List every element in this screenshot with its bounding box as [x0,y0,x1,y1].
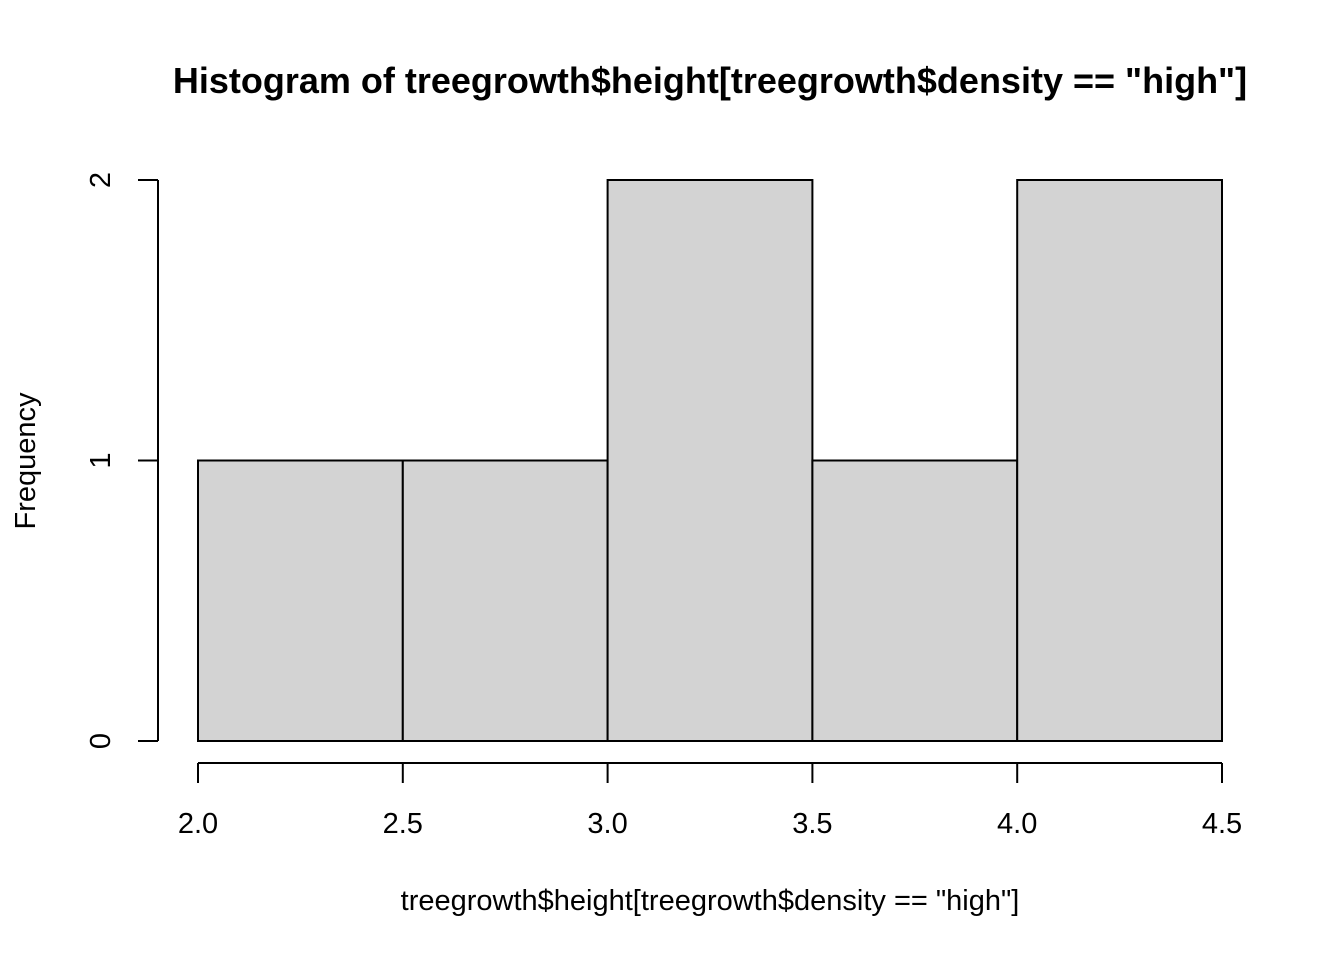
y-tick-label-0: 0 [85,733,117,749]
histogram-bar-2 [606,179,814,742]
y-tick-label-2: 2 [85,172,117,188]
x-tick-label-0: 2.0 [178,808,218,840]
y-tick-label-1: 1 [85,452,117,468]
bars-group [197,179,1224,742]
chart-title: Histogram of treegrowth$height[treegrowt… [173,60,1247,101]
histogram-bar-4 [1016,179,1224,742]
x-tick-label-5: 4.5 [1202,808,1242,840]
x-tick-label-3: 3.5 [792,808,832,840]
histogram-bar-3 [811,459,1019,742]
x-tick-label-1: 2.5 [383,808,423,840]
x-axis-label: treegrowth$height[treegrowth$density == … [401,885,1020,917]
x-tick-label-2: 3.0 [587,808,627,840]
x-tick-label-4: 4.0 [997,808,1037,840]
y-axis-label: Frequency [10,392,42,530]
histogram-bar-1 [401,459,609,742]
x-axis: 2.0 2.5 3.0 3.5 4.0 4.5 [178,762,1242,840]
histogram-bar-0 [197,459,404,742]
y-axis: 0 1 2 [85,172,159,749]
